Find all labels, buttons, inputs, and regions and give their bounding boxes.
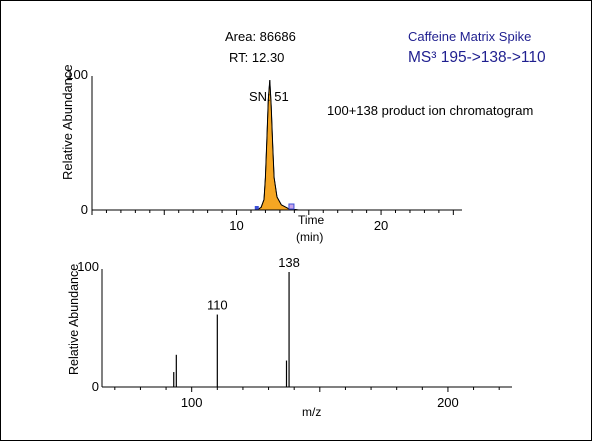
spectrum-peak-label: 110 bbox=[207, 298, 228, 313]
chromatogram-x-tick-label: 20 bbox=[374, 218, 388, 233]
heading-line1: Caffeine Matrix Spike bbox=[408, 29, 531, 44]
chromatogram-x-axis-label: Time bbox=[298, 213, 325, 227]
mass-spectrum-peaks: 110 138 bbox=[173, 255, 300, 387]
chromatogram-y-tick-label: 0 bbox=[81, 202, 88, 217]
spectrum-x-tick-label: 200 bbox=[437, 395, 459, 410]
chromatogram-x-axis-unit: (min) bbox=[296, 230, 323, 244]
retention-time-label: RT: 12.30 bbox=[229, 50, 284, 65]
spectrum-y-tick-label: 100 bbox=[77, 259, 99, 274]
heading-line2: MS³ 195->138->110 bbox=[408, 49, 546, 66]
chromatogram-y-axis-label: Relative Abundance bbox=[60, 64, 75, 180]
chromatogram-chart: 10 20 0 100 Area: 86686 RT: 12.30 SN: 51 10… bbox=[60, 29, 533, 244]
peak-area-label: Area: 86686 bbox=[225, 29, 296, 44]
spectrum-y-axis-label: Relative Abundance bbox=[67, 264, 81, 375]
spectrum-x-axis-label: m/z bbox=[302, 405, 321, 419]
chromatogram-ticks: 10 20 0 100 bbox=[66, 67, 454, 233]
chromatogram-baseline-markers bbox=[254, 203, 295, 210]
spectrum-y-tick-label: 0 bbox=[92, 379, 99, 394]
spectrum-x-tick-label: 100 bbox=[181, 395, 203, 410]
spectrum-ticks: 100 200 0 100 bbox=[77, 259, 500, 410]
chromatogram-y-tick-label: 100 bbox=[66, 67, 88, 82]
chromatogram-title: 100+138 product ion chromatogram bbox=[327, 103, 533, 118]
integration-start-marker bbox=[254, 206, 259, 210]
spectrum-peak-label: 138 bbox=[278, 255, 300, 270]
mass-spectrum-chart: 110 138 100 200 0 100 Relative Abundance m/z bbox=[67, 255, 512, 419]
signal-noise-label: SN: 51 bbox=[249, 89, 289, 104]
chromatogram-x-tick-label: 10 bbox=[229, 218, 243, 233]
integration-end-marker bbox=[288, 203, 295, 210]
